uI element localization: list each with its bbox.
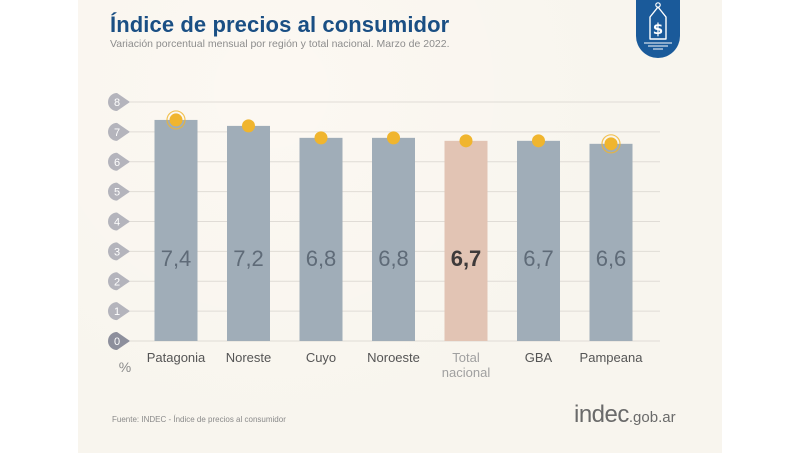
svg-text:$: $ (653, 20, 663, 38)
y-tick-bubble (108, 122, 130, 141)
y-tick-label: 7 (114, 127, 120, 139)
data-label: 6,8 (378, 246, 409, 271)
x-tick-label: Total (452, 350, 480, 365)
y-tick-label: 3 (114, 246, 120, 258)
y-tick-bubble (108, 332, 130, 350)
y-tick-bubble (108, 242, 130, 261)
logo-domain: .gob.ar (628, 409, 676, 426)
marker-ring (166, 110, 186, 130)
marker-dot (532, 134, 545, 148)
y-tick-bubble (108, 93, 130, 111)
marker-dot (604, 137, 618, 151)
data-label: 7,2 (233, 246, 264, 271)
y-tick-label: 2 (114, 276, 120, 288)
x-tick-label: Noreste (226, 350, 272, 365)
data-label: 6,7 (523, 246, 554, 271)
x-tick-label: Noroeste (367, 350, 420, 365)
source-note: Fuente: INDEC - Índice de precios al con… (112, 415, 286, 424)
bar (444, 140, 488, 341)
y-axis-label: % (119, 359, 131, 375)
logo-main: indec (574, 401, 629, 428)
x-tick-label: Cuyo (306, 350, 336, 365)
y-tick-label: 6 (114, 157, 120, 169)
data-label: 6,7 (451, 246, 482, 271)
marker-dot (314, 131, 328, 145)
data-label: 6,8 (306, 246, 337, 271)
bar (299, 137, 343, 341)
bar (589, 143, 633, 341)
x-tick-label: Patagonia (147, 350, 206, 365)
data-label: 7,4 (161, 246, 192, 271)
y-tick-bubble (108, 272, 130, 291)
y-tick-label: 4 (114, 217, 120, 229)
y-tick-label: 1 (114, 306, 120, 318)
y-tick-label: 8 (114, 97, 120, 109)
price-tag-dollar-icon: $ (644, 2, 672, 50)
marker-dot (169, 113, 183, 127)
marker-dot (242, 119, 255, 133)
bar (372, 137, 415, 341)
x-tick-label: GBA (525, 350, 553, 365)
data-label: 6,6 (596, 246, 627, 271)
badge: $ (636, 0, 680, 58)
x-tick-label: nacional (442, 365, 491, 380)
indec-logo[interactable]: indec.gob.ar (574, 401, 676, 429)
bar (517, 140, 560, 341)
marker-dot (459, 134, 473, 148)
y-tick-bubble (108, 152, 130, 171)
bar (227, 125, 270, 342)
page-subtitle: Variación porcentual mensual por región … (110, 38, 450, 50)
page-title: Índice de precios al consumidor (110, 12, 450, 37)
y-tick-bubble (108, 302, 130, 321)
bar (154, 119, 198, 341)
marker-ring (601, 134, 621, 154)
x-tick-label: Pampeana (580, 350, 644, 365)
marker-dot (387, 131, 400, 145)
y-tick-bubble (108, 212, 130, 231)
y-tick-label: 0 (114, 336, 120, 348)
y-tick-bubble (108, 182, 130, 201)
y-tick-label: 5 (114, 187, 120, 199)
